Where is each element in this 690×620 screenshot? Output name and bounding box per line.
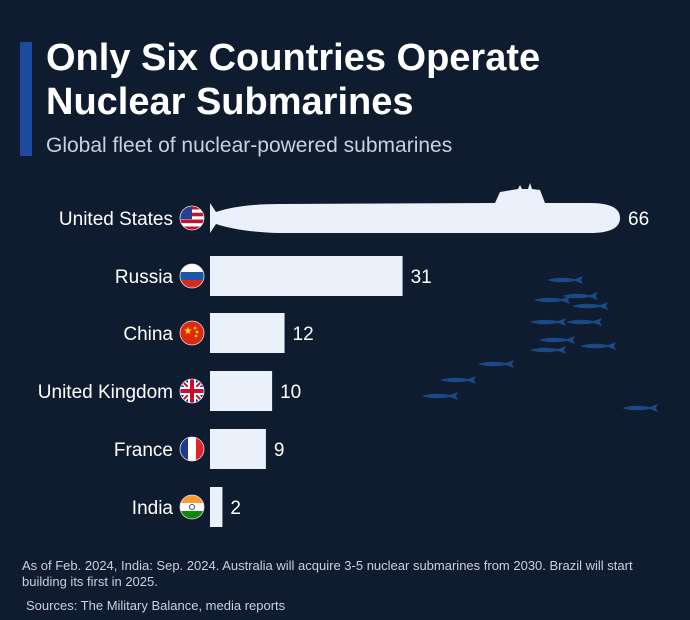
category-label: India: [132, 498, 174, 519]
bar: [210, 313, 285, 353]
value-label: 10: [280, 382, 301, 403]
submarine-bar: [210, 183, 620, 233]
category-label: France: [114, 440, 173, 461]
value-label: 12: [293, 324, 314, 345]
fish-shape: [530, 346, 566, 354]
footnote: As of Feb. 2024, India: Sep. 2024. Austr…: [22, 558, 633, 589]
fish-shape: [530, 318, 566, 326]
bar: [210, 487, 223, 527]
category-label: Russia: [115, 267, 174, 288]
bar-row: United Kingdom 10: [38, 371, 301, 411]
title-accent-bar: [20, 42, 32, 156]
svg-text:★: ★: [184, 326, 193, 337]
category-label: China: [123, 324, 173, 345]
chart-title: Only Six Countries Operate Nuclear Subma…: [46, 37, 541, 123]
fish-shape: [539, 336, 575, 344]
fish-shape: [547, 276, 583, 284]
bar-chart: United States 66 Russia 31 China ★ 12 United Ki…: [38, 183, 658, 527]
value-label: 66: [628, 209, 649, 230]
fish-shape: [534, 296, 570, 304]
bar-row: China ★ 12: [123, 313, 314, 353]
fish-shape: [562, 292, 598, 300]
value-label: 2: [230, 498, 241, 519]
chart-subtitle: Global fleet of nuclear-powered submarin…: [46, 134, 453, 157]
bar: [210, 371, 273, 411]
fish-shape: [440, 376, 476, 384]
category-label: United Kingdom: [38, 382, 173, 403]
value-label: 9: [274, 440, 285, 461]
bar: [210, 256, 403, 296]
fish-shape: [566, 318, 602, 326]
fish-shape: [572, 302, 608, 310]
bar-row: United States 66: [59, 183, 649, 233]
bar-row: France 9: [114, 429, 285, 469]
bar-row: Russia 31: [115, 256, 432, 296]
source-note: Sources: The Military Balance, media rep…: [26, 598, 286, 613]
fish-shape: [422, 392, 458, 400]
bar-row: India 2: [132, 487, 241, 527]
category-label: United States: [59, 209, 173, 230]
bar: [210, 429, 266, 469]
fish-shape: [622, 404, 658, 412]
fish-shape: [478, 360, 514, 368]
fish-shape: [580, 342, 616, 350]
value-label: 31: [411, 267, 432, 288]
